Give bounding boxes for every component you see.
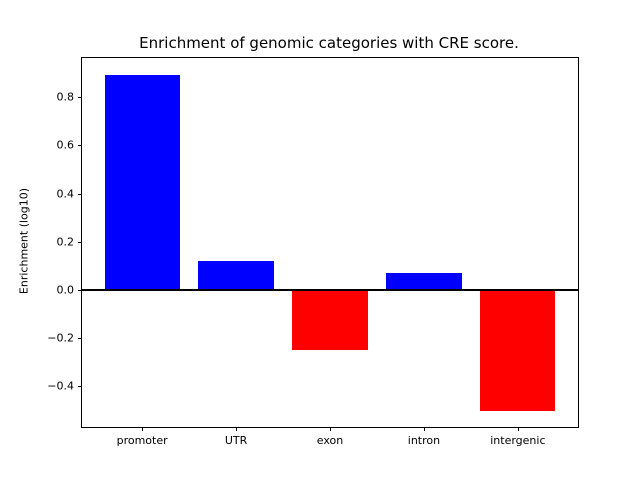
y-axis-tick [78, 241, 82, 243]
y-axis-tick [78, 145, 82, 147]
bar-promoter [104, 75, 180, 290]
x-tick-label-exon: exon [316, 434, 344, 447]
y-tick-label: 0.2 [56, 235, 75, 249]
x-axis-tick [423, 427, 425, 431]
x-tick-label-intron: intron [407, 434, 441, 447]
y-axis-tick [78, 193, 82, 195]
y-tick-label: 0.8 [56, 90, 75, 104]
x-axis-tick [330, 427, 331, 431]
y-axis-tick [78, 386, 82, 388]
y-axis-tick [78, 338, 82, 340]
y-axis-tick [78, 290, 82, 291]
x-axis-tick [142, 427, 144, 431]
zero-line [82, 289, 578, 291]
x-tick-label-UTR: UTR [224, 434, 248, 447]
plot-area: 0.8 0.6 0.4 0.2 0.0 −0.2 −0.4 promoter UTR exon in… [47, 57, 579, 447]
x-axis-tick [236, 427, 238, 431]
bar-exon [292, 290, 368, 351]
bar-UTR [198, 261, 274, 290]
x-axis-tick [517, 427, 519, 431]
y-tick-label: −0.4 [47, 379, 74, 393]
y-tick-label: −0.2 [47, 331, 74, 345]
x-tick-label-promoter: promoter [116, 434, 168, 447]
chart-title: Enrichment of genomic categories with CR… [139, 34, 519, 52]
y-axis-label: Enrichment (log10) [17, 187, 31, 295]
bar-intron [386, 273, 462, 290]
y-tick-label: 0.4 [56, 187, 75, 201]
y-axis-tick [78, 97, 82, 99]
x-tick-label-intergenic: intergenic [490, 434, 546, 447]
y-tick-label: 0.0 [56, 283, 75, 297]
y-tick-label: 0.6 [56, 138, 75, 152]
bar-intergenic [480, 290, 556, 411]
